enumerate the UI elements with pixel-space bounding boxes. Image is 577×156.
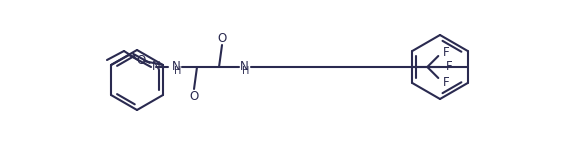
- Text: O: O: [218, 32, 227, 44]
- Text: H: H: [242, 66, 250, 76]
- Text: N: N: [152, 61, 161, 73]
- Text: F: F: [446, 61, 453, 73]
- Text: N: N: [240, 61, 249, 73]
- Text: O: O: [136, 54, 145, 68]
- Text: N: N: [172, 61, 181, 73]
- Text: F: F: [443, 76, 450, 88]
- Text: H: H: [174, 66, 182, 76]
- Text: F: F: [443, 46, 450, 58]
- Text: O: O: [189, 90, 198, 102]
